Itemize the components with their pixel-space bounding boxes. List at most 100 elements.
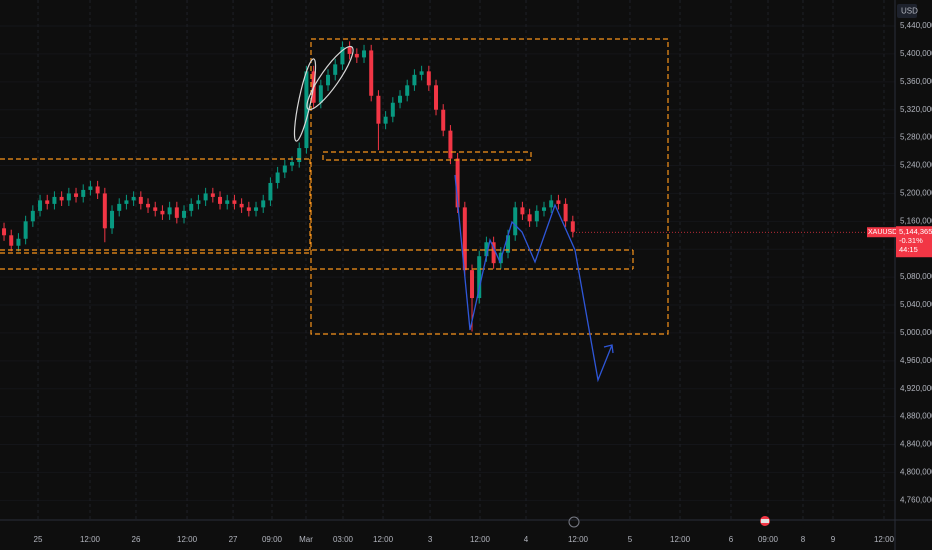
x-tick-label: 9 — [831, 535, 836, 544]
candle-body — [462, 207, 467, 271]
candle-body — [124, 200, 129, 204]
candle-body — [95, 186, 100, 194]
candle-body — [534, 210, 539, 222]
candle-body — [225, 200, 230, 204]
last-price: 5,144,365 — [899, 227, 932, 236]
currency-box — [897, 4, 917, 18]
candle-body — [412, 74, 417, 86]
candle-body — [282, 165, 287, 173]
y-tick-label: 4,880,000 — [900, 412, 932, 421]
candle-body — [218, 196, 223, 204]
symbol-box — [867, 227, 896, 238]
candle-body — [23, 221, 28, 239]
candle-body — [441, 109, 446, 131]
candle-body — [110, 210, 115, 229]
candle-body — [426, 71, 431, 86]
candle-body — [455, 158, 460, 208]
candle-body — [232, 200, 237, 204]
candle-body — [549, 200, 554, 208]
candle-body — [290, 162, 295, 166]
y-tick-label: 5,200,000 — [900, 189, 932, 198]
highlight-ellipse — [306, 45, 354, 111]
candle-body — [81, 189, 86, 197]
candle-body — [434, 85, 439, 110]
candle-body — [347, 46, 352, 54]
x-tick-label: 09:00 — [262, 535, 283, 544]
countdown: 44:15 — [899, 245, 918, 254]
candle-body — [362, 50, 367, 58]
candle-body — [390, 102, 395, 117]
candle-body — [153, 207, 158, 211]
candle-body — [239, 203, 244, 208]
x-tick-label: 25 — [34, 535, 43, 544]
candle-body — [38, 200, 43, 211]
candle-body — [246, 207, 251, 211]
candle-body — [210, 193, 215, 197]
event-icon — [568, 516, 580, 528]
candle-body — [520, 207, 525, 215]
x-tick-label: 6 — [729, 535, 734, 544]
event-flag-stripe — [761, 519, 769, 523]
y-tick-label: 5,320,000 — [900, 105, 932, 114]
x-tick-label: 27 — [229, 535, 238, 544]
y-tick-label: 4,760,000 — [900, 495, 932, 504]
y-tick-label: 5,360,000 — [900, 77, 932, 86]
candle-body — [484, 242, 489, 257]
candle-body — [66, 193, 71, 201]
projection-arrow — [603, 344, 614, 354]
y-tick-label: 5,000,000 — [900, 328, 932, 337]
y-tick-label: 5,400,000 — [900, 49, 932, 58]
symbol: XAUUSD — [868, 229, 897, 236]
candle-body — [527, 214, 532, 222]
candle-body — [2, 228, 7, 236]
projection-path — [454, 174, 613, 383]
x-tick-label: 12:00 — [874, 535, 895, 544]
candle-body — [268, 182, 273, 201]
candle-body — [398, 95, 403, 103]
candle-body — [563, 203, 568, 222]
grid — [0, 0, 895, 520]
candle-body — [542, 207, 547, 211]
candle-body — [369, 50, 374, 96]
annotations — [0, 38, 669, 383]
candle-body — [477, 256, 482, 299]
candle-body — [102, 193, 107, 229]
candle-body — [59, 196, 64, 201]
y-tick-label: 4,800,000 — [900, 468, 932, 477]
candle-body — [52, 196, 57, 204]
candle-body — [203, 193, 208, 201]
candle-body — [318, 85, 323, 103]
x-tick-label: 8 — [801, 535, 806, 544]
change: -0.31% — [899, 236, 923, 245]
candle-body — [448, 130, 453, 159]
x-tick-label: 26 — [132, 535, 141, 544]
candle-body — [254, 207, 259, 211]
y-tick-label: 4,960,000 — [900, 356, 932, 365]
range-box — [310, 38, 669, 335]
candle-body — [9, 235, 14, 246]
candle-body — [297, 148, 302, 163]
candle-body — [333, 64, 338, 75]
candle-body — [261, 200, 266, 208]
candle-body — [326, 74, 331, 86]
y-tick-label: 5,160,000 — [900, 216, 932, 225]
candle-body — [30, 210, 35, 222]
x-tick-label: 5 — [628, 535, 633, 544]
y-tick-label: 4,920,000 — [900, 384, 932, 393]
candle-body — [182, 210, 187, 218]
x-tick-label: 12:00 — [177, 535, 198, 544]
candle-body — [160, 210, 165, 215]
candle-body — [189, 203, 194, 211]
candle-body — [304, 71, 309, 149]
x-tick-label: Mar — [299, 535, 313, 544]
candle-body — [570, 221, 575, 232]
candle-body — [146, 203, 151, 208]
candles — [2, 41, 575, 332]
price-tag: XAUUSD 5,144,365-0.31%44:15 — [573, 226, 932, 258]
zone-box — [322, 151, 532, 161]
x-tick-label: 12:00 — [568, 535, 589, 544]
y-tick-label: 5,080,000 — [900, 272, 932, 281]
candle-body — [45, 200, 50, 204]
